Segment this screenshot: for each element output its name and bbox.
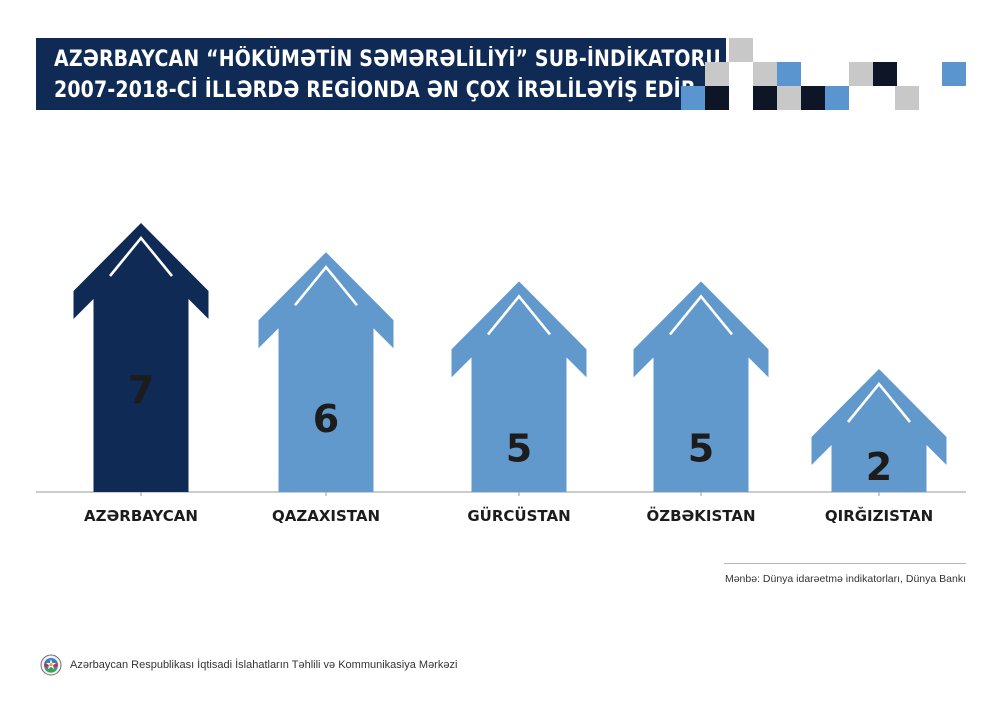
title-banner: AZƏRBAYCAN “HÖKÜMƏTİN SƏMƏRƏLİLİYİ” SUB-… <box>36 38 788 110</box>
source-note: Mənbə: Dünya idarəetmə indikatorları, Dü… <box>724 573 966 585</box>
value-label-1: 7 <box>128 368 154 412</box>
bar-4 <box>633 281 769 492</box>
bar-1 <box>73 223 209 492</box>
footer: Azərbaycan Respublikası İqtisadi İslahat… <box>40 652 457 678</box>
bar-chevron-3 <box>486 294 552 336</box>
category-label-4: ÖZBƏKISTAN <box>646 506 755 525</box>
value-label-5: 2 <box>866 445 892 489</box>
footer-organization: Azərbaycan Respublikası İqtisadi İslahat… <box>70 659 458 671</box>
bar-chevron-4 <box>668 294 734 336</box>
source-divider <box>724 563 966 564</box>
category-label-3: GÜRCÜSTAN <box>467 506 570 525</box>
category-label-1: AZƏRBAYCAN <box>84 507 198 525</box>
category-label-5: QIRĞIZISTAN <box>825 506 933 525</box>
state-emblem-icon <box>40 654 62 676</box>
value-label-4: 5 <box>688 426 714 470</box>
category-label-2: QAZAXISTAN <box>272 507 380 525</box>
bar-2 <box>258 252 394 492</box>
bar-chevron-5 <box>846 381 912 423</box>
value-label-2: 6 <box>313 397 339 441</box>
bar-chevron-1 <box>108 235 174 277</box>
value-label-3: 5 <box>506 426 532 470</box>
arrow-bar-chart: 7 AZƏRBAYCAN 6 QAZAXISTAN 5 GÜRCÜSTAN 5 ÖZBƏKIS… <box>36 223 966 525</box>
bar-3 <box>451 281 587 492</box>
bar-chevron-2 <box>293 265 359 307</box>
title-line-2: 2007-2018-Cİ İLLƏRDƏ REGİONDA ƏN ÇOX İRƏ… <box>54 78 696 103</box>
bar-5 <box>811 369 947 492</box>
